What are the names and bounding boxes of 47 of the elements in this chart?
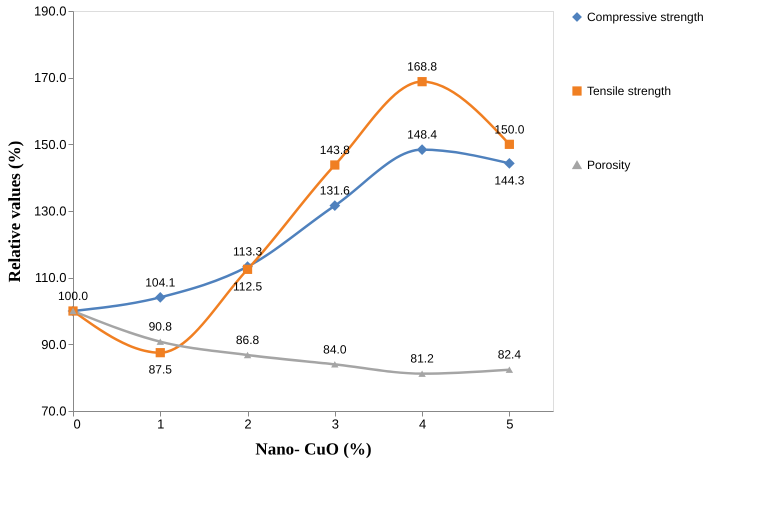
point bbox=[416, 144, 428, 156]
x-tick-label: 2 bbox=[244, 416, 252, 432]
point bbox=[156, 348, 165, 358]
y-tick-label: 130.0 bbox=[34, 204, 66, 218]
data-label: 148.4 bbox=[407, 128, 438, 142]
point bbox=[506, 366, 514, 373]
x-axis-title: Nano- CuO (%) bbox=[255, 440, 372, 458]
data-label: 84.0 bbox=[323, 342, 347, 356]
data-label: 100.0 bbox=[58, 289, 88, 303]
point bbox=[156, 338, 164, 345]
data-label: 113.3 bbox=[232, 244, 262, 259]
data-label: 131.6 bbox=[320, 184, 350, 198]
data-label: 150.0 bbox=[494, 122, 525, 136]
point bbox=[242, 264, 252, 274]
x-tick-label: 3 bbox=[332, 416, 339, 432]
data-label: 81.2 bbox=[410, 352, 434, 366]
data-label: 82.4 bbox=[498, 348, 522, 362]
data-label: 104.1 bbox=[145, 275, 176, 290]
data-label: 168.8 bbox=[407, 60, 438, 74]
data-label: 90.8 bbox=[148, 320, 172, 334]
data-label: 86.8 bbox=[236, 333, 260, 347]
point bbox=[329, 200, 340, 212]
x-tick-label: 4 bbox=[418, 416, 426, 432]
x-tick-label: 0 bbox=[74, 416, 81, 432]
y-tick-label: 170.0 bbox=[34, 70, 66, 86]
y-tick-label: 90.0 bbox=[41, 336, 66, 352]
y-axis-title: Relative values (%) bbox=[4, 140, 24, 282]
legend-label: Porosity bbox=[587, 158, 630, 172]
point bbox=[504, 140, 514, 149]
point bbox=[417, 77, 427, 86]
y-tick-label: 110.0 bbox=[34, 270, 66, 286]
point bbox=[330, 160, 340, 170]
point bbox=[244, 352, 252, 358]
x-tick-label: 1 bbox=[157, 416, 164, 432]
x-tick-label: 5 bbox=[506, 416, 514, 432]
point bbox=[504, 158, 515, 169]
point bbox=[418, 370, 426, 377]
point bbox=[154, 292, 166, 303]
legend-label: Tensile strength bbox=[587, 84, 672, 98]
data-label: 87.5 bbox=[148, 362, 172, 377]
legend-label: Compressive strength bbox=[587, 10, 704, 24]
y-tick-label: 70.0 bbox=[41, 404, 66, 418]
y-tick-label: 150.0 bbox=[34, 136, 66, 152]
point bbox=[331, 361, 339, 368]
data-label: 112.5 bbox=[232, 279, 262, 294]
y-tick-label: 190.0 bbox=[34, 4, 66, 18]
data-label: 144.3 bbox=[494, 173, 525, 188]
